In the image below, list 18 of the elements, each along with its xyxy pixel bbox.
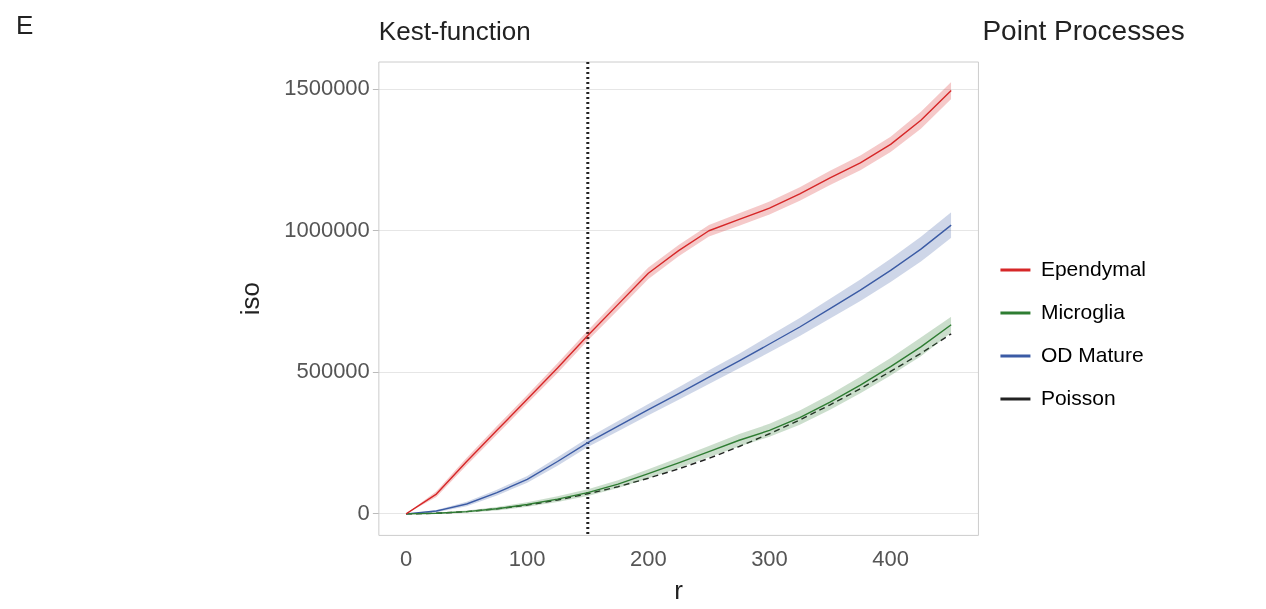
legend-label: Microglia bbox=[1040, 299, 1126, 323]
x-tick-label: 400 bbox=[872, 545, 909, 571]
chart-title: Kest-function bbox=[378, 16, 531, 46]
legend-label: Poisson bbox=[1040, 385, 1116, 409]
legend-title: Point Processes bbox=[982, 15, 1185, 46]
y-axis-title: iso bbox=[234, 282, 265, 316]
y-tick-label: 0 bbox=[357, 499, 370, 525]
y-tick-label: 1000000 bbox=[284, 216, 370, 242]
text: E bbox=[16, 10, 34, 40]
x-axis-title: r bbox=[674, 574, 684, 605]
x-tick-label: 100 bbox=[508, 545, 546, 571]
x-tick-label: 0 bbox=[399, 545, 413, 571]
x-tick-label: 200 bbox=[630, 545, 667, 571]
legend-label: OD Mature bbox=[1040, 342, 1144, 366]
legend-label: Ependymal bbox=[1040, 256, 1146, 280]
x-tick-label: 300 bbox=[751, 545, 788, 571]
y-tick-label: 500000 bbox=[296, 358, 370, 384]
y-tick-label: 1500000 bbox=[284, 75, 370, 101]
